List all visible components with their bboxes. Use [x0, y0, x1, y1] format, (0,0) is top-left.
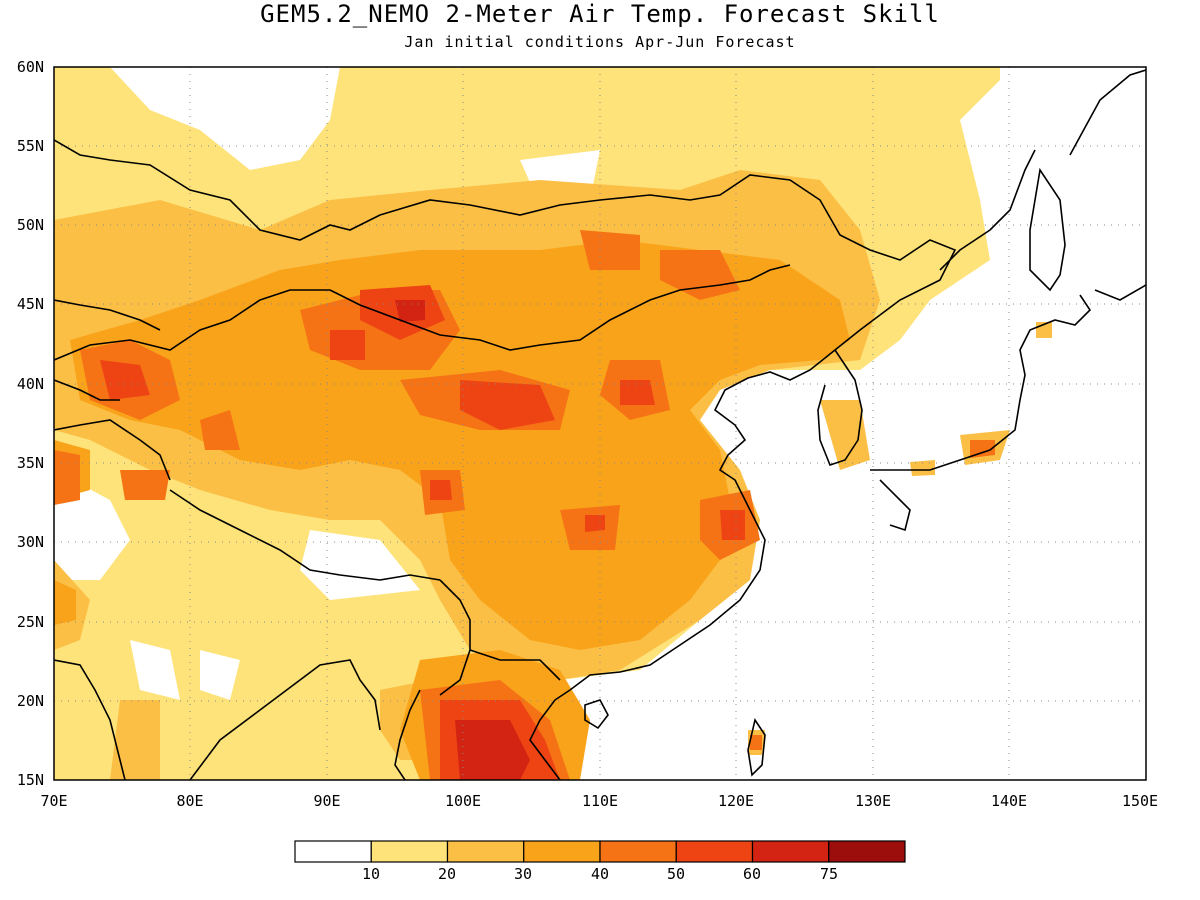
lon-tick-label: 70E	[40, 792, 67, 810]
colorbar-label: 50	[667, 865, 685, 883]
lat-tick-label: 25N	[17, 613, 44, 631]
colorbar-label: 20	[438, 865, 456, 883]
lat-tick-label: 35N	[17, 454, 44, 472]
lat-tick-label: 45N	[17, 295, 44, 313]
coastlines	[54, 69, 1146, 780]
map-panel	[53, 66, 1147, 781]
lon-tick-label: 110E	[582, 792, 618, 810]
lon-tick-label: 100E	[445, 792, 481, 810]
colorbar-labels: 10 20 30 40 50 60 75	[362, 865, 838, 883]
lat-tick-label: 20N	[17, 692, 44, 710]
colorbar-label: 60	[743, 865, 761, 883]
lat-tick-label: 15N	[17, 771, 44, 789]
lon-tick-label: 80E	[176, 792, 203, 810]
lon-tick-label: 130E	[855, 792, 891, 810]
lat-tick-label: 50N	[17, 216, 44, 234]
colorbar-swatch	[294, 840, 372, 863]
lon-tick-label: 90E	[313, 792, 340, 810]
lat-tick-label: 60N	[17, 58, 44, 76]
map-title: GEM5.2_NEMO 2-Meter Air Temp. Forecast S…	[260, 0, 940, 28]
lon-tick-label: 140E	[991, 792, 1027, 810]
colorbar-label: 10	[362, 865, 380, 883]
lat-tick-label: 40N	[17, 375, 44, 393]
lon-tick-label: 120E	[718, 792, 754, 810]
colorbar-swatch	[675, 840, 754, 863]
colorbar-label: 75	[820, 865, 838, 883]
colorbar-swatch	[751, 840, 830, 863]
lat-tick-label: 30N	[17, 533, 44, 551]
colorbar-swatch	[370, 840, 449, 863]
lon-axis: 70E 80E 90E 100E 110E 120E 130E 140E 150…	[40, 792, 1158, 810]
colorbar-label: 40	[591, 865, 609, 883]
skill-shading	[54, 67, 1052, 780]
colorbar	[294, 840, 906, 863]
colorbar-swatch	[523, 840, 601, 863]
map-frame	[53, 66, 1147, 781]
colorbar-swatch	[828, 840, 906, 863]
colorbar-swatch	[446, 840, 525, 863]
colorbar-swatch	[599, 840, 677, 863]
colorbar-label: 30	[514, 865, 532, 883]
lat-tick-label: 55N	[17, 137, 44, 155]
lat-axis: 60N 55N 50N 45N 40N 35N 30N 25N 20N 15N	[17, 58, 44, 789]
map-subtitle: Jan initial conditions Apr-Jun Forecast	[404, 33, 796, 51]
lon-tick-label: 150E	[1122, 792, 1158, 810]
